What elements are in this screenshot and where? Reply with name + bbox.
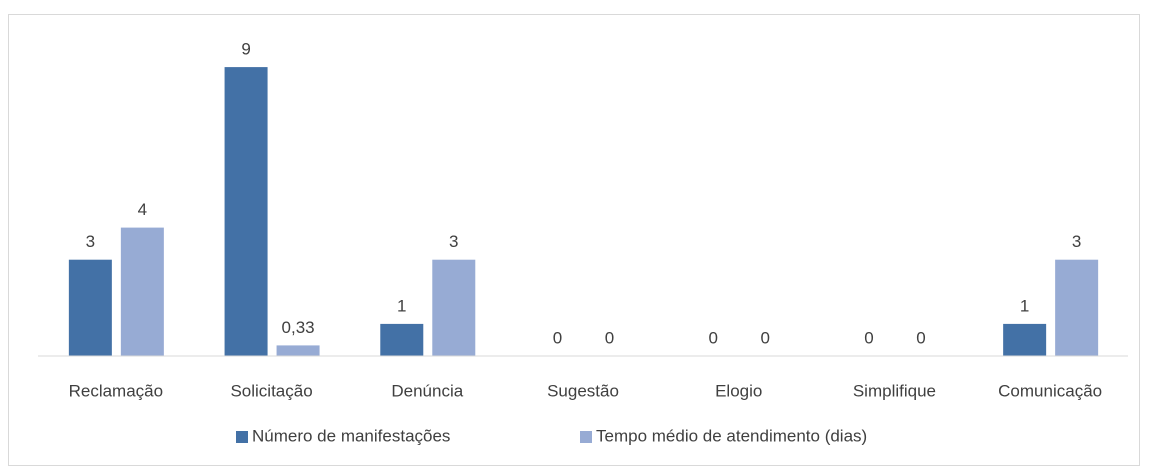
legend-label: Tempo médio de atendimento (dias) bbox=[596, 426, 867, 445]
data-label: 3 bbox=[449, 232, 458, 251]
bar bbox=[380, 323, 424, 356]
bar bbox=[1055, 259, 1099, 356]
data-label: 3 bbox=[1072, 232, 1081, 251]
x-tick-label: Comunicação bbox=[998, 381, 1102, 400]
x-tick-label: Solicitação bbox=[230, 381, 312, 400]
bar bbox=[432, 259, 476, 356]
x-tick-label: Simplifique bbox=[853, 381, 936, 400]
bar bbox=[68, 259, 112, 356]
data-label: 0 bbox=[864, 328, 873, 347]
data-label: 0 bbox=[553, 328, 562, 347]
data-label: 3 bbox=[86, 232, 95, 251]
data-label: 4 bbox=[138, 200, 147, 219]
x-tick-label: Denúncia bbox=[391, 381, 463, 400]
data-label: 1 bbox=[1020, 296, 1029, 315]
chart-frame bbox=[8, 14, 1140, 466]
legend-swatch bbox=[580, 431, 592, 443]
x-tick-label: Sugestão bbox=[547, 381, 619, 400]
bar bbox=[120, 227, 164, 356]
x-tick-label: Elogio bbox=[715, 381, 762, 400]
data-label: 0,33 bbox=[282, 318, 315, 337]
data-label: 0 bbox=[916, 328, 925, 347]
data-label: 9 bbox=[241, 40, 250, 59]
data-label: 0 bbox=[605, 328, 614, 347]
data-label: 0 bbox=[708, 328, 717, 347]
data-label: 1 bbox=[397, 296, 406, 315]
bar bbox=[276, 345, 320, 356]
bar bbox=[224, 67, 268, 356]
legend-label: Número de manifestações bbox=[252, 426, 450, 445]
data-label: 0 bbox=[760, 328, 769, 347]
bar bbox=[1003, 323, 1047, 356]
x-tick-label: Reclamação bbox=[69, 381, 164, 400]
legend-swatch bbox=[236, 431, 248, 443]
